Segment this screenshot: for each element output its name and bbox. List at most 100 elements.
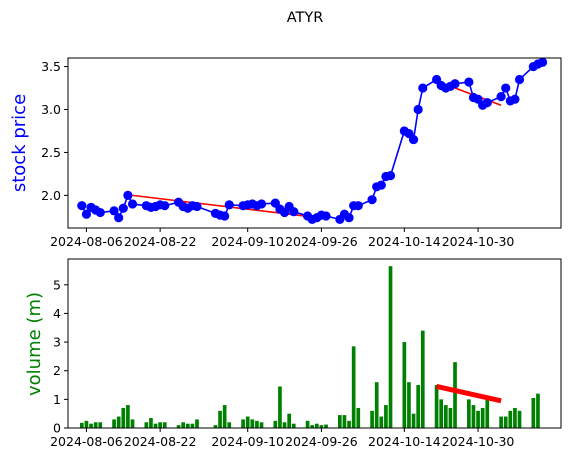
volume-y-tick-label: 3 [53,335,61,350]
price-point [160,201,170,211]
volume-y-tick-label: 0 [53,421,61,436]
volume-bar [407,382,411,428]
price-point [464,77,474,87]
volume-x-tick-label: 2024-10-14 [368,434,441,449]
volume-bar [250,419,255,428]
volume-bar [499,416,503,428]
price-point [501,83,511,93]
volume-bar [116,416,121,428]
volume-bar [384,405,388,428]
volume-bar [319,425,324,428]
volume-bar [513,407,517,428]
volume-bar [190,423,195,428]
volume-bar [374,382,379,428]
volume-bar [351,346,356,428]
price-x-tick-label: 2024-10-30 [442,234,515,249]
price-plot-area [68,58,561,228]
volume-bar [227,422,232,428]
price-point [127,199,138,209]
volume-bar [471,405,476,428]
price-point [537,57,548,67]
volume-bar [89,423,93,428]
price-point [413,104,423,115]
price-y-axis-ticks: 2.0 2.5 3.0 3.5 [41,59,68,203]
volume-x-axis-ticks: 2024-08-06 2024-08-22 2024-09-10 2024-09-26… [50,428,514,449]
volume-y-axis-ticks: 0 1 2 3 4 5 [53,277,68,436]
volume-bar [162,422,167,428]
volume-bar [531,397,536,428]
volume-plot-area [68,259,561,428]
volume-x-tick-label: 2024-10-30 [442,434,515,449]
volume-bar [416,385,421,428]
price-point [510,94,520,104]
volume-y-tick-label: 2 [53,363,61,378]
price-point [95,207,105,218]
volume-bar [453,362,457,428]
volume-bar [218,410,222,428]
volume-bar [379,416,384,428]
volume-bar [305,420,310,428]
volume-bar [402,342,407,428]
volume-bar [420,330,425,428]
volume-bar [245,416,250,428]
volume-y-tick-label: 1 [53,392,61,407]
price-y-tick-label: 3.0 [41,102,61,117]
price-point [109,206,119,216]
volume-bar [480,407,485,428]
price-point [367,195,377,205]
volume-bar [213,425,218,428]
volume-bar [337,415,342,428]
volume-bar [347,420,351,428]
volume-bar [185,423,190,428]
price-series [77,57,548,225]
volume-bar [241,419,245,428]
volume-bar [181,422,186,428]
volume-bar [121,407,126,428]
volume-bar [467,399,471,428]
volume-trend-lines [436,384,502,404]
volume-bar [287,413,292,428]
price-point [418,83,428,93]
price-point [376,180,386,190]
price-y-tick-label: 2.0 [41,188,61,203]
volume-y-axis-label: volume (m) [24,292,45,396]
price-point [192,201,202,212]
volume-bar [476,410,480,428]
price-point [321,211,331,221]
volume-x-tick-label: 2024-08-06 [50,434,123,449]
volume-bar [370,410,374,428]
volume-bar [255,420,259,428]
volume-bar [98,422,103,428]
volume-y-tick-label: 5 [53,277,61,292]
price-point [289,207,299,217]
volume-bar [503,416,508,428]
volume-bar [126,405,130,428]
price-point [224,200,234,210]
volume-bar [485,396,490,428]
volume-bar [443,405,448,428]
volume-bar [342,415,347,428]
volume-bar [176,425,181,428]
price-x-tick-label: 2024-09-26 [285,234,358,249]
volume-bar [79,422,84,428]
price-point [353,201,363,211]
price-panel: 2.0 2.5 3.0 3.5 2024-08-06 2024-08-22 2024-09… [9,57,562,249]
price-x-tick-label: 2024-08-22 [124,234,197,249]
price-x-tick-label: 2024-09-10 [211,234,284,249]
volume-bar [144,422,149,428]
volume-bar [310,425,315,428]
volume-bar [291,423,296,428]
price-point [344,213,354,223]
price-point [385,171,396,181]
price-point [514,74,525,85]
price-x-tick-label: 2024-10-14 [368,234,441,249]
price-point [482,98,492,108]
volume-bar [273,420,278,428]
price-x-axis-ticks: 2024-08-06 2024-08-22 2024-09-10 2024-09-26… [50,228,514,249]
volume-bar [222,405,227,428]
volume-bar [282,422,287,428]
volume-axes-frame [67,258,562,429]
volume-bar [278,386,282,428]
